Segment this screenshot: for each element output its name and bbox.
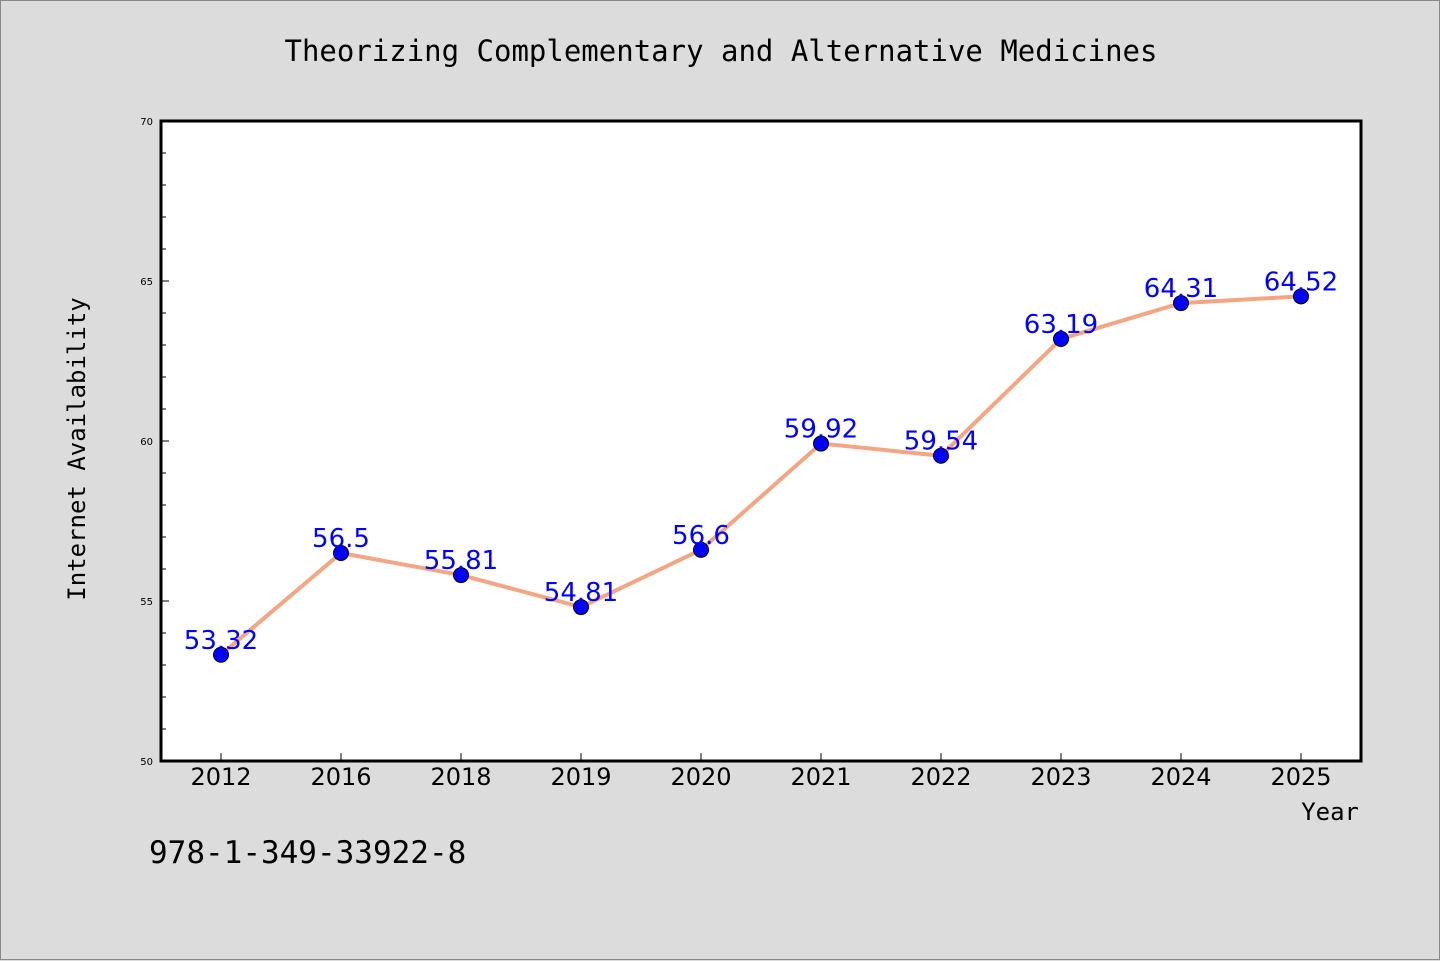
data-point bbox=[1293, 288, 1309, 305]
data-point bbox=[333, 545, 349, 561]
data-point bbox=[813, 435, 829, 452]
y-tick-label: 50 bbox=[140, 757, 153, 768]
x-tick-label: 2021 bbox=[790, 763, 851, 791]
x-tick-label: 2022 bbox=[910, 763, 971, 791]
chart-title: Theorizing Complementary and Alternative… bbox=[284, 34, 1158, 68]
x-tick-label: 2025 bbox=[1270, 763, 1331, 791]
plot-frame bbox=[159, 119, 1363, 763]
data-point bbox=[573, 599, 589, 616]
y-tick-label: 55 bbox=[140, 597, 153, 608]
data-point bbox=[693, 541, 709, 558]
x-tick-label: 2019 bbox=[550, 763, 611, 791]
y-axis-label: Internet Availability bbox=[63, 297, 91, 601]
x-tick-label: 2012 bbox=[190, 763, 251, 791]
x-tick-label: 2023 bbox=[1030, 763, 1091, 791]
y-tick-label: 70 bbox=[140, 117, 153, 128]
data-point bbox=[933, 447, 949, 464]
data-label: 59.92 bbox=[784, 415, 858, 445]
x-axis-label: Year bbox=[1301, 798, 1359, 826]
data-point bbox=[1173, 295, 1189, 312]
data-point bbox=[453, 567, 469, 584]
x-tick-label: 2016 bbox=[310, 763, 371, 791]
data-label: 55.81 bbox=[424, 546, 498, 576]
data-point bbox=[213, 646, 229, 663]
data-label: 59.54 bbox=[904, 427, 978, 457]
data-point bbox=[1053, 330, 1069, 347]
data-label: 56.6 bbox=[672, 521, 730, 551]
x-tick-label: 2024 bbox=[1150, 763, 1211, 791]
data-label: 64.52 bbox=[1264, 267, 1338, 297]
x-tick-label: 2020 bbox=[670, 763, 731, 791]
data-label: 64.31 bbox=[1144, 274, 1218, 304]
y-tick-label: 65 bbox=[140, 277, 153, 288]
isbn-text: 978-1-349-33922-8 bbox=[149, 835, 467, 871]
data-label: 54.81 bbox=[544, 578, 618, 608]
x-tick-label: 2018 bbox=[430, 763, 491, 791]
data-label: 56.5 bbox=[312, 524, 370, 554]
series-line bbox=[219, 294, 1303, 657]
data-label: 53.32 bbox=[184, 626, 258, 656]
y-tick-label: 60 bbox=[140, 437, 153, 448]
data-label: 63.19 bbox=[1024, 310, 1098, 340]
